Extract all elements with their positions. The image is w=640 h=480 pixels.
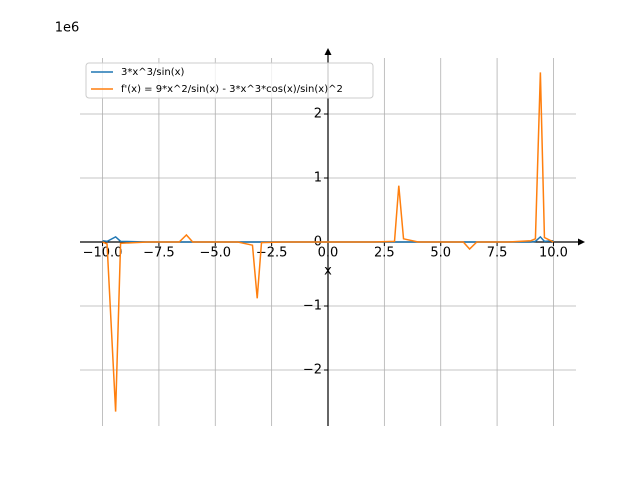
y-tick-label: −2 [303,363,322,378]
x-axis-label: x [324,264,332,279]
y-axis-arrow [324,48,332,55]
x-axis-arrow [578,238,585,246]
legend-box [85,62,374,99]
y-tick-label: 1 [314,171,322,186]
x-tick-label: 5.0 [430,246,451,261]
x-tick-label: −7.5 [143,246,175,261]
x-tick-label: −2.5 [256,246,288,261]
y-tick-label: −1 [303,299,322,314]
x-tick-label: −10.0 [83,246,123,261]
x-tick-label: 10.0 [539,246,568,261]
x-tick-label: −5.0 [199,246,231,261]
legend-label: f'(x) = 9*x^2/sin(x) - 3*x^3*cos(x)/sin(… [121,84,343,95]
offset-text: 1e6 [55,21,80,36]
x-tick-label: 2.5 [374,246,395,261]
x-tick-label: 7.5 [487,246,508,261]
legend: 3*x^3/sin(x) f'(x) = 9*x^2/sin(x) - 3*x^3… [85,62,374,99]
x-tick-label: 0.0 [318,246,339,261]
legend-label: 3*x^3/sin(x) [121,67,185,78]
series-line [102,72,554,412]
y-tick-label: 2 [314,107,322,122]
